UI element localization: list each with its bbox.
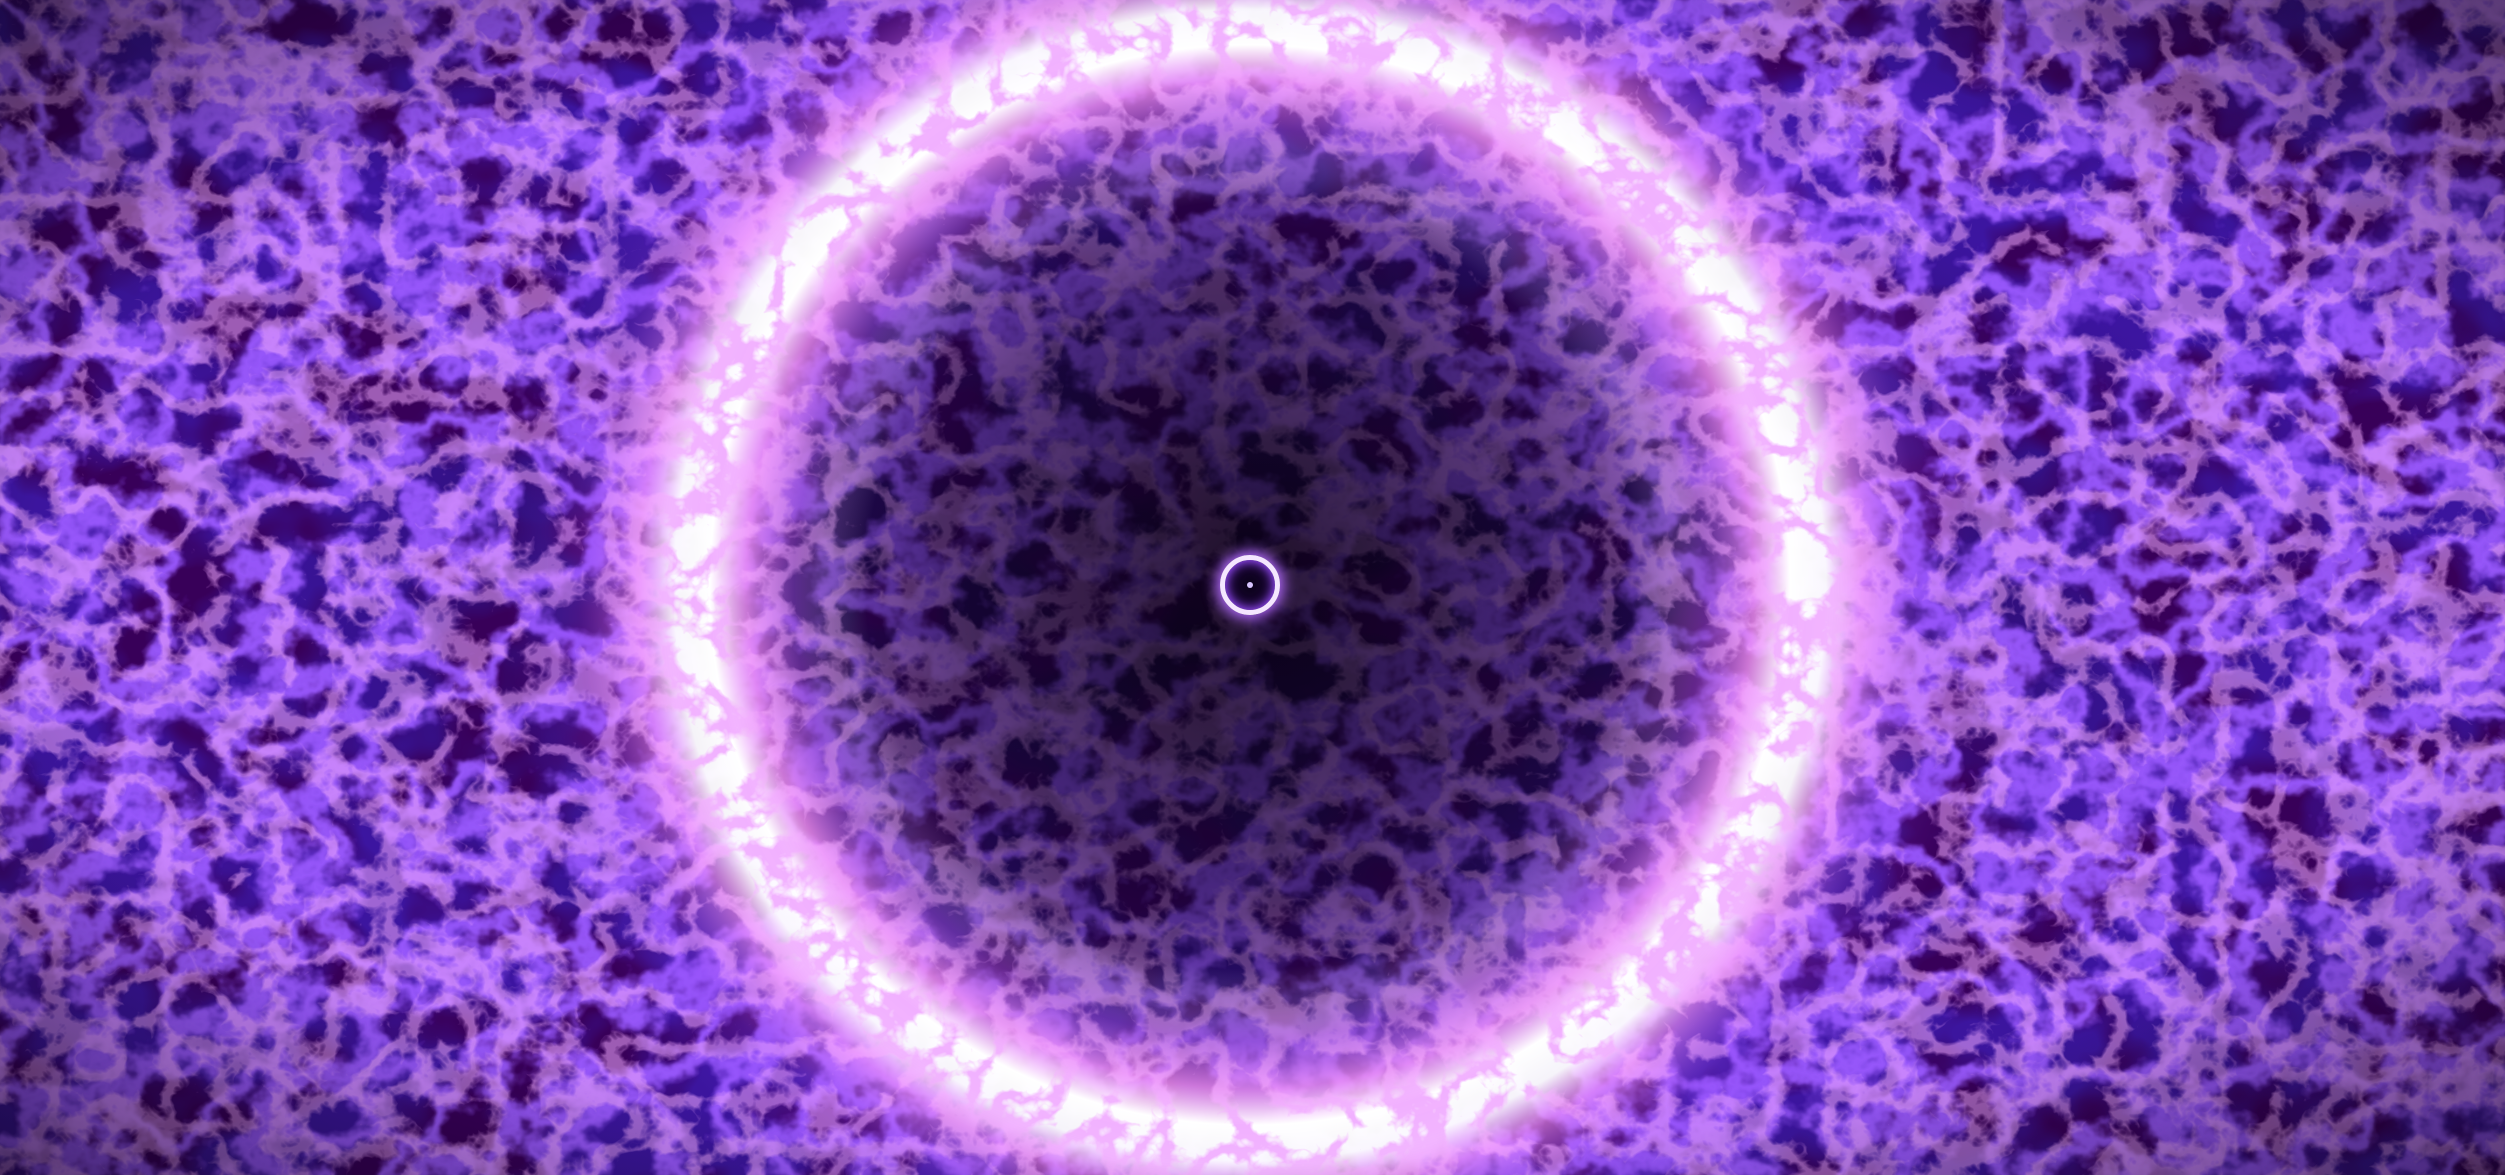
center-pip xyxy=(1247,582,1253,588)
center-ring-marker xyxy=(1220,555,1280,615)
